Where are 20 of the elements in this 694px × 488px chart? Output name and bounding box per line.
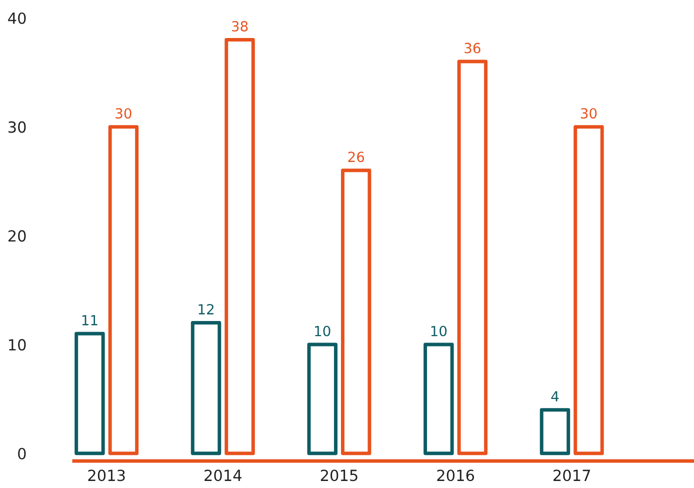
- y-tick-label: 0: [18, 448, 26, 460]
- y-tick-label: 10: [9, 339, 26, 351]
- x-tick-label: 2016: [437, 470, 474, 482]
- x-tick-label: 2013: [88, 470, 125, 482]
- data-label: 38: [232, 21, 248, 32]
- data-label: 12: [198, 304, 214, 314]
- x-tick-label: 2015: [320, 470, 358, 482]
- x-tick-label: 2017: [554, 470, 590, 482]
- x-tick-label: 2014: [204, 470, 242, 482]
- data-label: 4: [551, 391, 559, 402]
- data-label: 30: [580, 108, 597, 119]
- data-label: 36: [464, 42, 480, 54]
- data-label: 11: [82, 315, 98, 326]
- y-tick-label: 40: [8, 12, 26, 24]
- data-label: 10: [315, 326, 330, 336]
- y-tick-label: 20: [8, 230, 26, 242]
- data-label: 26: [348, 152, 364, 162]
- y-tick-label: 30: [8, 121, 26, 133]
- data-label: 30: [116, 108, 132, 119]
- data-label: 10: [431, 326, 447, 336]
